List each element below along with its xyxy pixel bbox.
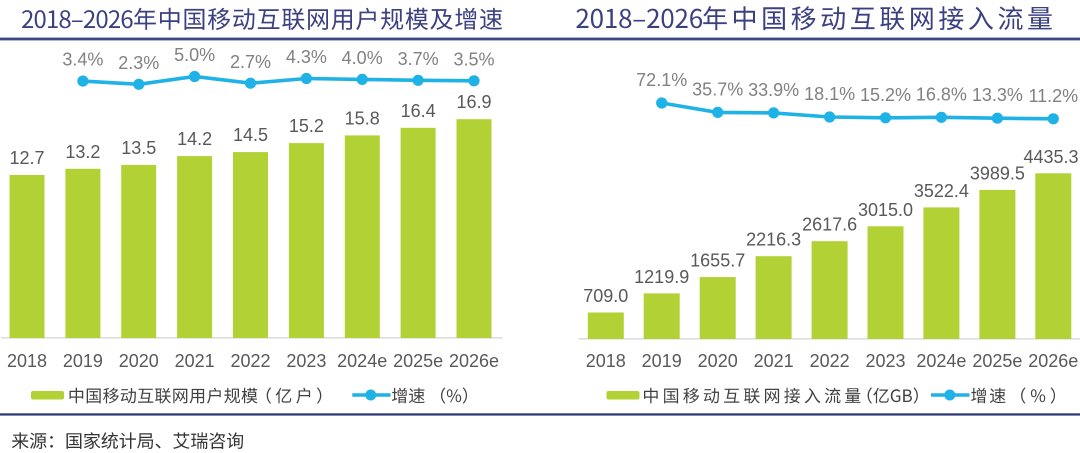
svg-text:13.5: 13.5 <box>121 138 156 158</box>
svg-text:16.9: 16.9 <box>456 92 491 112</box>
svg-text:2020: 2020 <box>119 351 159 371</box>
svg-text:2021: 2021 <box>754 351 794 371</box>
svg-text:18.1%: 18.1% <box>804 84 855 104</box>
svg-text:15.2: 15.2 <box>289 116 324 136</box>
svg-text:4435.3: 4435.3 <box>1023 147 1078 167</box>
svg-text:3.5%: 3.5% <box>453 49 494 69</box>
svg-text:2018: 2018 <box>7 351 47 371</box>
svg-text:2020: 2020 <box>698 351 738 371</box>
svg-text:2026e: 2026e <box>1028 351 1078 371</box>
svg-text:709.0: 709.0 <box>583 286 628 306</box>
svg-text:4.0%: 4.0% <box>342 48 383 68</box>
svg-text:3.7%: 3.7% <box>398 49 439 69</box>
svg-text:1655.7: 1655.7 <box>690 251 745 271</box>
svg-text:2023: 2023 <box>865 351 905 371</box>
svg-text:13.3%: 13.3% <box>972 85 1023 105</box>
svg-text:11.2%: 11.2% <box>1028 86 1078 106</box>
svg-text:2018: 2018 <box>586 351 626 371</box>
svg-text:3.4%: 3.4% <box>62 50 103 70</box>
svg-text:2617.6: 2617.6 <box>802 215 857 235</box>
svg-text:33.9%: 33.9% <box>748 80 799 100</box>
svg-text:1219.9: 1219.9 <box>634 267 689 287</box>
svg-text:15.8: 15.8 <box>345 108 380 128</box>
svg-text:2022: 2022 <box>230 351 270 371</box>
svg-text:5.0%: 5.0% <box>174 45 215 65</box>
svg-text:2023: 2023 <box>286 351 326 371</box>
svg-text:14.5: 14.5 <box>233 125 268 145</box>
svg-text:2025e: 2025e <box>972 351 1022 371</box>
svg-text:2026e: 2026e <box>449 351 499 371</box>
svg-text:12.7: 12.7 <box>9 148 44 168</box>
svg-text:2019: 2019 <box>642 351 682 371</box>
svg-text:2024e: 2024e <box>337 351 387 371</box>
svg-text:2025e: 2025e <box>393 351 443 371</box>
svg-text:15.2%: 15.2% <box>860 85 911 105</box>
svg-text:13.2: 13.2 <box>65 142 100 162</box>
svg-text:3015.0: 3015.0 <box>858 200 913 220</box>
svg-text:2216.3: 2216.3 <box>746 230 801 250</box>
svg-text:4.3%: 4.3% <box>286 47 327 67</box>
svg-text:16.4: 16.4 <box>401 101 436 121</box>
svg-text:2021: 2021 <box>175 351 215 371</box>
svg-text:2019: 2019 <box>63 351 103 371</box>
svg-text:2024e: 2024e <box>916 351 966 371</box>
svg-text:3522.4: 3522.4 <box>914 181 969 201</box>
svg-text:14.2: 14.2 <box>177 129 212 149</box>
svg-text:2.7%: 2.7% <box>230 52 271 72</box>
svg-text:72.1%: 72.1% <box>636 70 687 90</box>
svg-text:16.8%: 16.8% <box>916 84 967 104</box>
svg-text:35.7%: 35.7% <box>692 79 743 99</box>
svg-text:3989.5: 3989.5 <box>970 163 1025 183</box>
svg-text:2.3%: 2.3% <box>118 53 159 73</box>
svg-text:2022: 2022 <box>810 351 850 371</box>
